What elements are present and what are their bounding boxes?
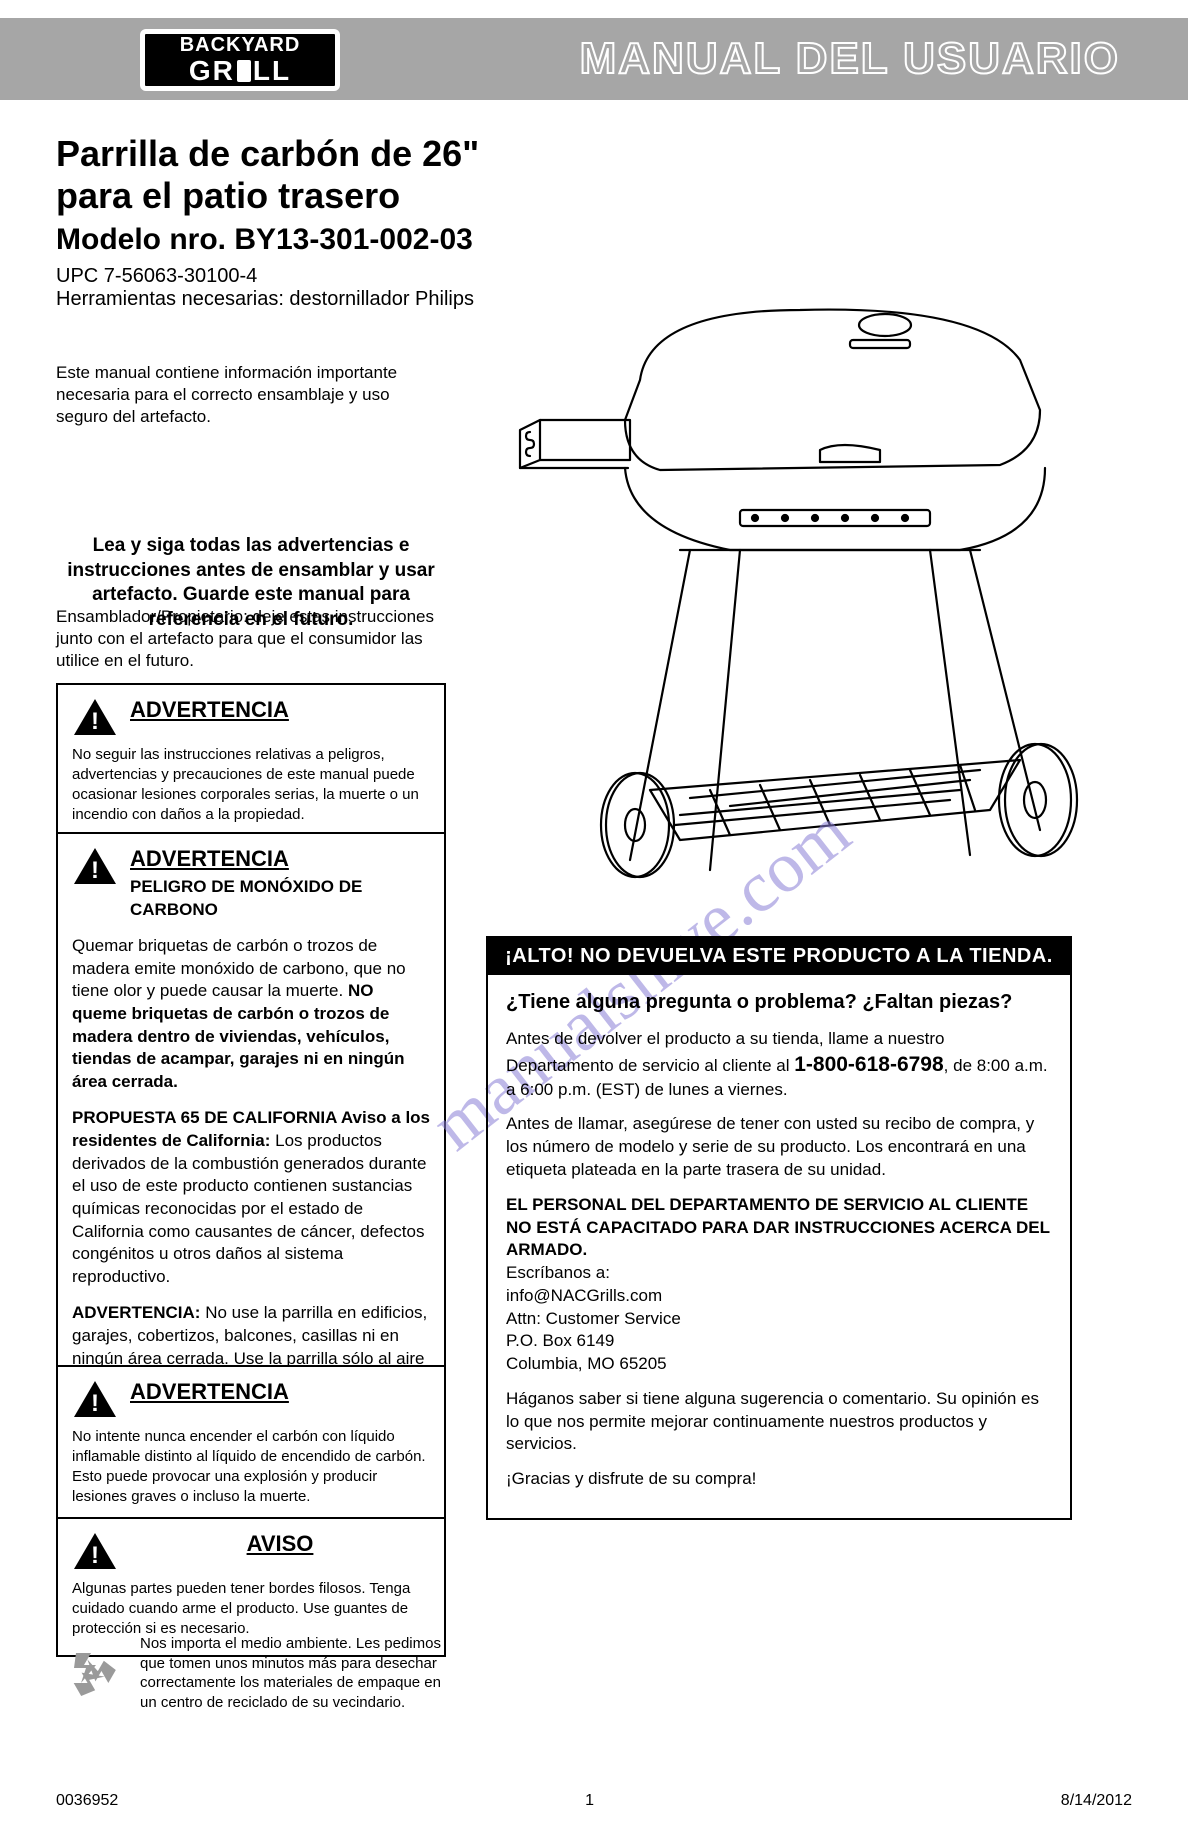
warning-box-3: ! ADVERTENCIA No intente nunca encender … [56,1365,446,1525]
cs-p4: Háganos saber si tiene alguna sugerencia… [506,1388,1052,1456]
page-footer: 0036952 1 8/14/2012 [0,1792,1188,1810]
warning-box-1: ! ADVERTENCIA No seguir las instruccione… [56,683,446,843]
notice-label: AVISO [130,1531,430,1557]
recycle-row: Nos importa el medio ambiente. Les pedim… [56,1634,446,1712]
warning-text: No seguir las instrucciones relativas a … [72,745,430,825]
warning-icon: ! [72,846,118,886]
warning-text: No intente nunca encender el carbón con … [72,1427,430,1507]
svg-text:!: ! [91,857,99,884]
warning-label: ADVERTENCIA [130,697,289,723]
product-title-1: Parrilla de carbón de 26" [56,133,696,175]
page: BACKYARD GR LL MANUAL DEL USUARIO Parril… [0,0,1188,1836]
grill-icon [237,60,251,82]
cs-p3: EL PERSONAL DEL DEPARTAMENTO DE SERVICIO… [506,1194,1052,1376]
warning-icon: ! [72,697,118,737]
co-paragraph-1: Quemar briquetas de carbón o trozos de m… [72,935,430,1093]
cs-p2: Antes de llamar, asegúrese de tener con … [506,1113,1052,1181]
brand-logo: BACKYARD GR LL [140,29,340,91]
svg-text:!: ! [91,1542,99,1569]
cs-p5: ¡Gracias y disfrute de su compra! [506,1468,1052,1491]
cs-phone: 1-800-618-6798 [794,1053,943,1076]
header-bar: BACKYARD GR LL MANUAL DEL USUARIO [0,18,1188,100]
warning-icon: ! [72,1531,118,1571]
prop65-paragraph: PROPUESTA 65 DE CALIFORNIA Aviso a los r… [72,1107,430,1288]
footer-left: 0036952 [56,1792,118,1810]
customer-service-box: ¡ALTO! NO DEVUELVA ESTE PRODUCTO A LA TI… [486,936,1072,1520]
assembler-note: Ensamblador/Propietario: deje estas inst… [56,606,446,672]
footer-page: 1 [585,1792,594,1810]
svg-text:!: ! [91,708,99,735]
co-hazard-heading: PELIGRO DE MONÓXIDO DE CARBONO [130,876,430,921]
intro-paragraph: Este manual contiene información importa… [56,362,446,428]
cs-question: ¿Tiene alguna pregunta o problema? ¿Falt… [506,989,1052,1016]
svg-text:!: ! [91,1390,99,1417]
warning-icon: ! [72,1379,118,1419]
cs-email: info@NACGrills.com [506,1286,662,1305]
header-title: MANUAL DEL USUARIO [480,18,1160,100]
warning-label: ADVERTENCIA [130,1379,289,1405]
warning-label: ADVERTENCIA [130,846,430,872]
notice-text: Algunas partes pueden tener bordes filos… [72,1579,430,1639]
logo-line-2: GR LL [189,57,291,85]
grill-illustration [480,250,1120,890]
recycle-icon [56,1643,126,1703]
footer-right: 8/14/2012 [1061,1792,1132,1810]
stop-banner: ¡ALTO! NO DEVUELVA ESTE PRODUCTO A LA TI… [488,938,1070,975]
cs-p1: Antes de devolver el producto a su tiend… [506,1028,1052,1102]
product-title-2: para el patio trasero [56,175,696,217]
recycle-text: Nos importa el medio ambiente. Les pedim… [140,1634,446,1712]
logo-line-1: BACKYARD [180,35,301,55]
